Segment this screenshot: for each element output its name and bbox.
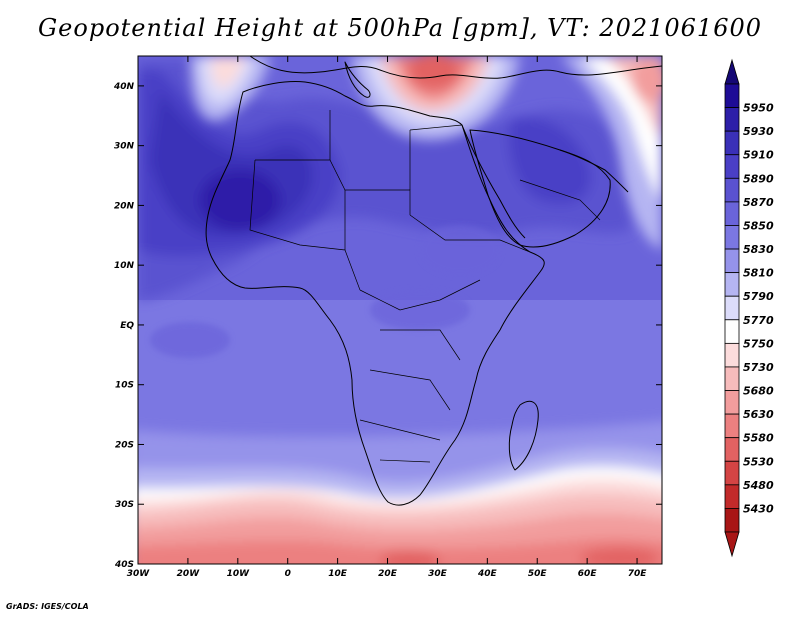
colorbar-swatch-13 (724, 390, 740, 415)
map-title: Geopotential Height at 500hPa [gpm], VT:… (38, 14, 762, 42)
colorbar-label-5: 5850 (743, 219, 774, 232)
colorbar-label-1: 5930 (743, 125, 774, 138)
plot-frame (137, 55, 663, 565)
colorbar-swatch-11 (724, 342, 740, 368)
lon-tick-label-1: 20W (177, 569, 201, 579)
lat-tick-label-3: 10N (114, 261, 135, 271)
lon-tick-label-10: 70E (628, 569, 648, 579)
lat-tick-label-0: 40N (113, 82, 135, 92)
political-borders (249, 110, 601, 463)
colorbar-label-8: 5790 (743, 290, 774, 303)
colorbar-label-0: 5950 (743, 102, 774, 115)
lat-tick-label-1: 30N (114, 142, 135, 152)
lon-tick-label-3: 0 (285, 569, 291, 579)
ridge-5930 (200, 170, 280, 230)
lon-tick-label-7: 40E (477, 569, 498, 579)
trough-med-5530 (409, 56, 459, 88)
colorbar-label-14: 5580 (743, 432, 774, 445)
colorbar-swatch-12 (724, 366, 740, 391)
colorbar-label-3: 5890 (743, 172, 774, 185)
lat-tick-label-2: 20N (114, 201, 135, 211)
colorbar-label-9: 5770 (743, 314, 774, 327)
colorbar-label-17: 5430 (743, 502, 774, 515)
colorbar-top-arrow (724, 58, 740, 85)
border-9 (369, 369, 451, 411)
colorbar-swatch-15 (724, 437, 740, 462)
border-4 (249, 159, 361, 291)
lat-tick-label-7: 30S (115, 500, 134, 510)
colorbar-label-2: 5910 (743, 149, 774, 162)
africa-coastline (205, 81, 545, 506)
colorbar-label-6: 5830 (743, 243, 774, 256)
colorbar-label-16: 5480 (743, 479, 774, 492)
colorbar: 5950 5930 5910 5890 5870 5850 5830 5810 5790 5770… (724, 58, 774, 558)
colorbar-label-11: 5730 (743, 361, 774, 374)
colorbar-swatch-10 (724, 319, 740, 344)
lat-tick-label-6: 20S (115, 440, 134, 450)
latitude-axis: 40N 30N 20N 10N EQ 10S 20S 30S 40S (113, 82, 662, 570)
colorbar-swatch-5 (724, 201, 740, 226)
border-11 (379, 459, 431, 463)
trough-west-5730 (211, 56, 245, 88)
lon-tick-label-2: 10W (227, 569, 251, 579)
colorbar-swatch-16 (724, 460, 740, 486)
longitude-axis: 30W 20W 10W 0 10E 20E 30E 40E 50E 60E 70E (127, 56, 647, 579)
colorbar-swatch-8 (724, 272, 740, 297)
border-14 (519, 179, 601, 221)
border-6 (409, 214, 500, 241)
lon-tick-label-6: 30E (428, 569, 448, 579)
grads-credit: GrADS: IGES/COLA (6, 602, 89, 611)
colorbar-label-10: 5750 (743, 337, 774, 350)
border-8 (380, 329, 461, 361)
eq-patch-1 (150, 322, 230, 358)
lon-tick-label-4: 10E (328, 569, 348, 579)
lon-tick-label-9: 60E (578, 569, 598, 579)
arabia-coastline (469, 129, 611, 248)
lon-tick-label-8: 50E (528, 569, 548, 579)
colorbar-swatch-7 (724, 248, 740, 274)
band-5530-south (380, 550, 440, 564)
colorbar-label-7: 5810 (743, 267, 774, 280)
border-12 (409, 124, 463, 131)
lat-tick-label-4: EQ (120, 321, 134, 331)
coastlines (205, 56, 662, 506)
eq-patch-2 (370, 290, 470, 330)
border-7 (359, 279, 481, 311)
colorbar-swatch-1 (724, 107, 740, 132)
colorbar-label-4: 5870 (743, 196, 774, 209)
colorbar-swatch-0 (724, 83, 740, 108)
colorbar-swatch-2 (724, 130, 740, 156)
eq-patch-3 (420, 225, 500, 275)
italy-coastline (344, 61, 371, 98)
red-sea (461, 124, 526, 239)
colorbar-swatch-4 (724, 177, 740, 203)
trough-east-5680 (632, 58, 662, 102)
border-10 (359, 419, 441, 441)
persian-gulf (559, 149, 629, 193)
colorbar-swatch-9 (724, 295, 740, 321)
colorbar-bottom-arrow (724, 531, 740, 558)
madagascar-coastline (508, 400, 539, 471)
band-5530-southeast (580, 548, 660, 564)
colorbar-swatch-14 (724, 413, 740, 439)
colorbar-label-12: 5680 (743, 385, 774, 398)
lon-tick-label-5: 20E (378, 569, 398, 579)
ridge-5890-east (508, 117, 591, 204)
border-13 (499, 239, 531, 253)
colorbar-swatch-6 (724, 225, 740, 250)
colorbar-label-13: 5630 (743, 408, 774, 421)
europe-coastline (249, 56, 662, 79)
height-field (138, 56, 662, 564)
colorbar-swatch-3 (724, 154, 740, 179)
lon-tick-label-0: 30W (127, 569, 151, 579)
colorbar-swatch-18 (724, 508, 740, 533)
lat-tick-label-8: 40S (114, 560, 134, 570)
colorbar-swatch-17 (724, 484, 740, 509)
lat-tick-label-5: 10S (115, 381, 134, 391)
colorbar-label-15: 5530 (743, 455, 774, 468)
